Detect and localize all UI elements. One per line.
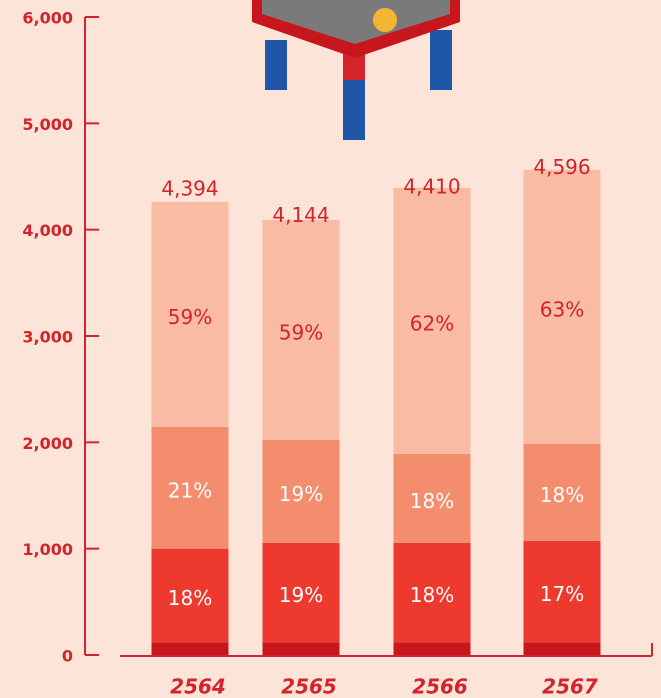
y-tick-label: 5,000 bbox=[22, 115, 73, 134]
x-tick-label: 2567 bbox=[542, 675, 598, 698]
segment-label: 19% bbox=[279, 482, 323, 506]
segment-label: 63% bbox=[540, 297, 584, 321]
segment-label: 19% bbox=[279, 583, 323, 607]
bar-segment bbox=[151, 201, 229, 427]
y-tick-label: 4,000 bbox=[22, 221, 73, 240]
bar-segment bbox=[262, 439, 340, 543]
bar-segment bbox=[151, 642, 229, 655]
y-tick-label: 0 bbox=[62, 647, 73, 666]
y-tick-label: 6,000 bbox=[22, 9, 73, 28]
bar-segment bbox=[523, 642, 601, 655]
total-label: 4,144 bbox=[272, 203, 329, 227]
segment-label: 18% bbox=[540, 483, 584, 507]
segment-label: 59% bbox=[279, 320, 323, 344]
bar-segment bbox=[151, 548, 229, 643]
segment-label: 62% bbox=[410, 311, 454, 335]
bar-segment bbox=[393, 642, 471, 655]
bar-segment bbox=[151, 426, 229, 549]
bar-segment bbox=[262, 219, 340, 440]
bar-segment bbox=[523, 169, 601, 444]
y-tick-label: 1,000 bbox=[22, 540, 73, 559]
segment-label: 18% bbox=[168, 586, 212, 610]
total-label: 4,394 bbox=[161, 176, 218, 200]
bar-segment bbox=[393, 187, 471, 454]
bar-segment bbox=[393, 453, 471, 543]
platform-illustration bbox=[252, 0, 460, 140]
bar-segment bbox=[523, 443, 601, 542]
y-tick-label: 3,000 bbox=[22, 328, 73, 347]
segment-label: 17% bbox=[540, 582, 584, 606]
segment-label: 18% bbox=[410, 489, 454, 513]
bar-segment bbox=[523, 541, 601, 643]
segment-label: 21% bbox=[168, 478, 212, 502]
x-tick-label: 2565 bbox=[281, 675, 337, 698]
bar-segment bbox=[393, 542, 471, 643]
total-label: 4,596 bbox=[533, 155, 590, 179]
total-label: 4,410 bbox=[403, 175, 460, 199]
x-tick-label: 2564 bbox=[170, 675, 226, 698]
segment-label: 59% bbox=[168, 305, 212, 329]
bar-segment bbox=[262, 642, 340, 655]
y-tick-label: 2,000 bbox=[22, 434, 73, 453]
x-tick-label: 2566 bbox=[412, 675, 468, 698]
segment-label: 18% bbox=[410, 583, 454, 607]
bar-segment bbox=[262, 542, 340, 643]
